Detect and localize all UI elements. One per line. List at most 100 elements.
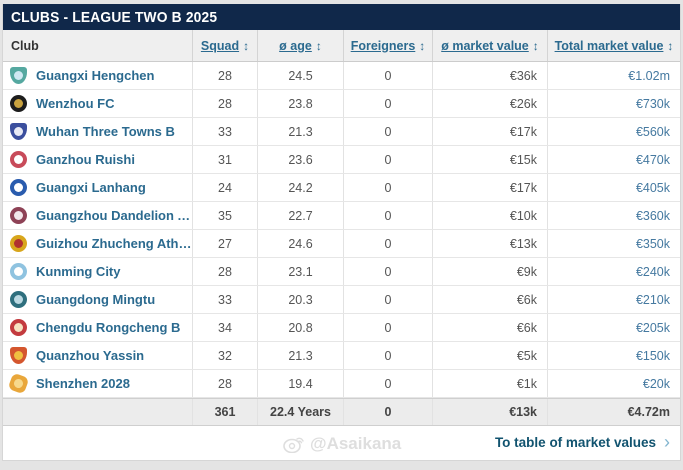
sort-arrows-icon[interactable]: ↕ bbox=[315, 38, 322, 53]
sort-arrows-icon[interactable]: ↕ bbox=[532, 38, 539, 53]
club-cell: Guangxi Lanhang bbox=[3, 174, 192, 201]
total-market-value-link[interactable]: €360k bbox=[547, 202, 680, 229]
avg-market-value-cell: €5k bbox=[432, 342, 547, 369]
totals-age: 22.4 Years bbox=[257, 399, 343, 425]
age-cell: 22.7 bbox=[257, 202, 343, 229]
club-cell: Ganzhou Ruishi bbox=[3, 146, 192, 173]
club-link[interactable]: Kunming City bbox=[36, 264, 121, 279]
age-cell: 23.8 bbox=[257, 90, 343, 117]
squad-cell: 35 bbox=[192, 202, 257, 229]
age-cell: 23.1 bbox=[257, 258, 343, 285]
squad-cell: 32 bbox=[192, 342, 257, 369]
total-market-value-link[interactable]: €205k bbox=[547, 314, 680, 341]
club-badge-icon bbox=[10, 235, 27, 252]
foreigners-cell: 0 bbox=[343, 202, 432, 229]
totals-avg-market-value: €13k bbox=[432, 399, 547, 425]
age-cell: 24.6 bbox=[257, 230, 343, 257]
sort-arrows-icon[interactable]: ↕ bbox=[419, 38, 426, 53]
club-link[interactable]: Chengdu Rongcheng B bbox=[36, 320, 181, 335]
squad-cell: 33 bbox=[192, 286, 257, 313]
total-market-value-link[interactable]: €20k bbox=[547, 370, 680, 397]
column-header-avg-market-value[interactable]: ø market value ↕ bbox=[432, 30, 547, 61]
sort-arrows-icon[interactable]: ↕ bbox=[243, 38, 250, 53]
avg-mv-sort-link[interactable]: ø market value bbox=[441, 38, 529, 53]
squad-sort-link[interactable]: Squad bbox=[200, 38, 240, 53]
total-market-value-link[interactable]: €1.02m bbox=[547, 62, 680, 89]
column-header-total-market-value[interactable]: Total market value ↕ bbox=[547, 30, 680, 61]
weibo-watermark-icon bbox=[283, 437, 304, 453]
club-link[interactable]: Guangdong Mingtu bbox=[36, 292, 156, 307]
squad-cell: 28 bbox=[192, 62, 257, 89]
total-market-value-link[interactable]: €730k bbox=[547, 90, 680, 117]
table-row: Guangxi Lanhang 24 24.2 0 €17k €405k bbox=[3, 174, 680, 202]
club-badge-icon bbox=[10, 123, 27, 140]
foreigners-cell: 0 bbox=[343, 174, 432, 201]
avg-market-value-cell: €6k bbox=[432, 286, 547, 313]
table-row: Guangdong Mingtu 33 20.3 0 €6k €210k bbox=[3, 286, 680, 314]
club-badge-icon bbox=[7, 372, 30, 395]
foreigners-cell: 0 bbox=[343, 62, 432, 89]
avg-market-value-cell: €17k bbox=[432, 118, 547, 145]
total-market-value-link[interactable]: €210k bbox=[547, 286, 680, 313]
club-cell: Wuhan Three Towns B bbox=[3, 118, 192, 145]
squad-cell: 27 bbox=[192, 230, 257, 257]
squad-cell: 34 bbox=[192, 314, 257, 341]
club-link[interactable]: Guizhou Zhucheng Athletic bbox=[36, 236, 192, 251]
avg-market-value-cell: €36k bbox=[432, 62, 547, 89]
totals-squad: 361 bbox=[192, 399, 257, 425]
column-header-foreigners[interactable]: Foreigners ↕ bbox=[343, 30, 432, 61]
total-market-value-link[interactable]: €560k bbox=[547, 118, 680, 145]
club-cell: Guangzhou Dandelion Alpha bbox=[3, 202, 192, 229]
squad-cell: 24 bbox=[192, 174, 257, 201]
avg-market-value-cell: €15k bbox=[432, 146, 547, 173]
age-sort-link[interactable]: ø age bbox=[279, 38, 312, 53]
totals-total-market-value: €4.72m bbox=[547, 399, 680, 425]
watermark: @Asaikana bbox=[283, 434, 401, 454]
foreigners-cell: 0 bbox=[343, 230, 432, 257]
column-header-age[interactable]: ø age ↕ bbox=[257, 30, 343, 61]
total-market-value-link[interactable]: €350k bbox=[547, 230, 680, 257]
age-cell: 23.6 bbox=[257, 146, 343, 173]
total-mv-sort-link[interactable]: Total market value bbox=[554, 38, 664, 53]
age-cell: 21.3 bbox=[257, 342, 343, 369]
chevron-right-icon[interactable]: › bbox=[664, 432, 670, 452]
column-header-club: Club bbox=[11, 38, 39, 53]
link-label[interactable]: To table of market values bbox=[494, 434, 656, 450]
age-cell: 21.3 bbox=[257, 118, 343, 145]
club-badge-icon bbox=[10, 67, 27, 84]
club-link[interactable]: Guangzhou Dandelion Alpha bbox=[36, 208, 192, 223]
table-row: Guangzhou Dandelion Alpha 35 22.7 0 €10k… bbox=[3, 202, 680, 230]
club-link[interactable]: Ganzhou Ruishi bbox=[36, 152, 135, 167]
club-link[interactable]: Quanzhou Yassin bbox=[36, 348, 145, 363]
clubs-table-box: CLUBS - LEAGUE TWO B 2025 Club Squad ↕ ø… bbox=[2, 4, 681, 461]
total-market-value-link[interactable]: €470k bbox=[547, 146, 680, 173]
club-badge-icon bbox=[10, 151, 27, 168]
club-badge-icon bbox=[10, 263, 27, 280]
total-market-value-link[interactable]: €405k bbox=[547, 174, 680, 201]
avg-market-value-cell: €26k bbox=[432, 90, 547, 117]
foreigners-cell: 0 bbox=[343, 118, 432, 145]
foreigners-sort-link[interactable]: Foreigners bbox=[350, 38, 416, 53]
club-link[interactable]: Guangxi Lanhang bbox=[36, 180, 146, 195]
club-cell: Quanzhou Yassin bbox=[3, 342, 192, 369]
club-link[interactable]: Shenzhen 2028 bbox=[36, 376, 130, 391]
club-badge-icon bbox=[10, 347, 27, 364]
club-badge-icon bbox=[10, 207, 27, 224]
table-row: Ganzhou Ruishi 31 23.6 0 €15k €470k bbox=[3, 146, 680, 174]
column-header-squad[interactable]: Squad ↕ bbox=[192, 30, 257, 61]
club-link[interactable]: Wuhan Three Towns B bbox=[36, 124, 175, 139]
squad-cell: 28 bbox=[192, 90, 257, 117]
to-market-values-link[interactable]: To table of market values › bbox=[495, 433, 670, 451]
total-market-value-link[interactable]: €240k bbox=[547, 258, 680, 285]
club-badge-icon bbox=[10, 319, 27, 336]
total-market-value-link[interactable]: €150k bbox=[547, 342, 680, 369]
sort-arrows-icon[interactable]: ↕ bbox=[667, 38, 674, 53]
club-cell: Guizhou Zhucheng Athletic bbox=[3, 230, 192, 257]
club-link[interactable]: Guangxi Hengchen bbox=[36, 68, 155, 83]
foreigners-cell: 0 bbox=[343, 258, 432, 285]
club-link[interactable]: Wenzhou FC bbox=[36, 96, 115, 111]
age-cell: 24.2 bbox=[257, 174, 343, 201]
bottom-bar: @Asaikana To table of market values › bbox=[3, 426, 680, 460]
avg-market-value-cell: €1k bbox=[432, 370, 547, 397]
squad-cell: 31 bbox=[192, 146, 257, 173]
